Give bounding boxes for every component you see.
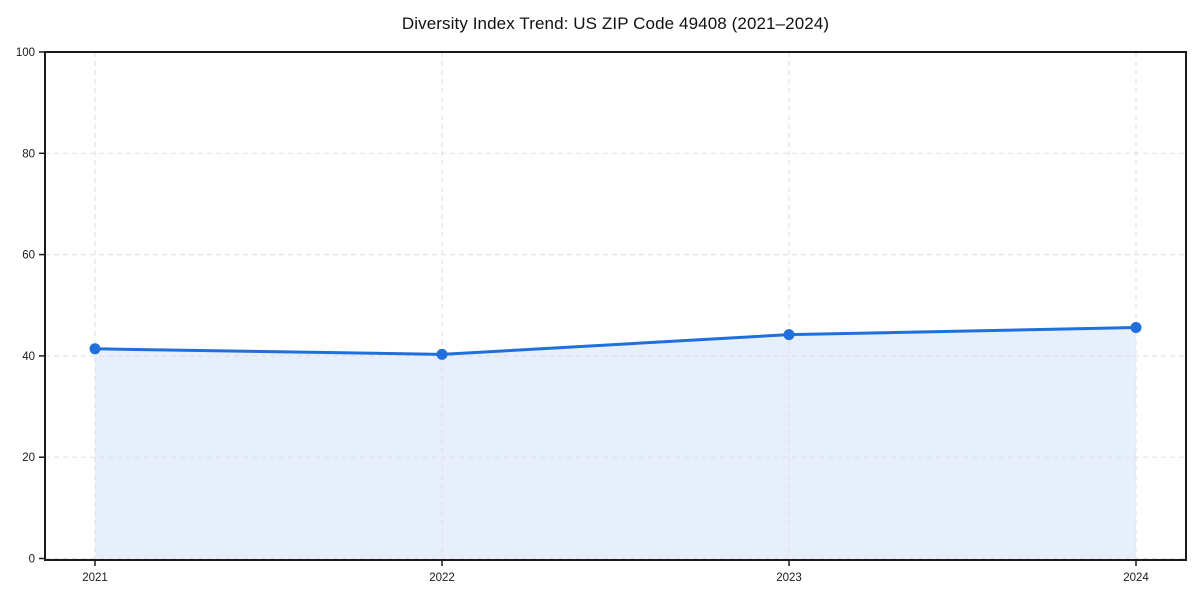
data-point-2023 bbox=[783, 329, 795, 341]
data-point-2024 bbox=[1130, 322, 1142, 334]
y-tick-label: 80 bbox=[22, 148, 35, 160]
x-tick-label: 2021 bbox=[82, 572, 108, 584]
trend-line bbox=[93, 326, 1138, 356]
y-tick-label: 0 bbox=[29, 554, 35, 566]
data-point-2021 bbox=[89, 343, 101, 355]
axis-frame bbox=[44, 51, 1187, 561]
y-tick-label: 40 bbox=[22, 351, 35, 363]
y-tick-label: 20 bbox=[22, 452, 35, 464]
area-fill bbox=[95, 327, 1136, 559]
data-point-2022 bbox=[436, 348, 448, 360]
x-tick-label: 2022 bbox=[429, 572, 455, 584]
y-tick-label: 100 bbox=[16, 47, 35, 59]
x-tick-label: 2023 bbox=[776, 572, 802, 584]
y-tick-label: 60 bbox=[22, 250, 35, 262]
x-tick-label: 2024 bbox=[1123, 572, 1149, 584]
chart-title: Diversity Index Trend: US ZIP Code 49408… bbox=[401, 14, 830, 33]
